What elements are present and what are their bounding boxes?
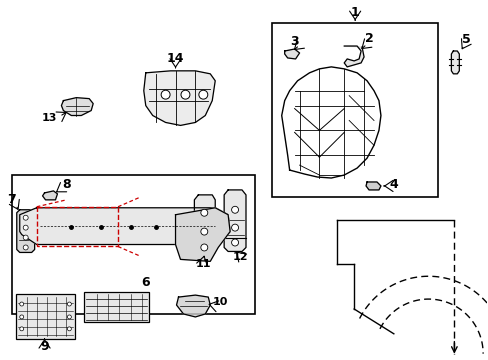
- Circle shape: [201, 244, 207, 251]
- Polygon shape: [224, 190, 245, 251]
- Circle shape: [20, 327, 24, 331]
- Text: 4: 4: [388, 179, 397, 192]
- Bar: [271, 23, 438, 197]
- Polygon shape: [366, 182, 380, 190]
- Circle shape: [201, 228, 207, 235]
- Polygon shape: [17, 210, 35, 252]
- Circle shape: [201, 209, 207, 216]
- Text: 9: 9: [40, 340, 49, 353]
- Circle shape: [161, 90, 170, 99]
- Circle shape: [231, 239, 238, 246]
- Circle shape: [231, 206, 238, 213]
- Polygon shape: [176, 295, 210, 317]
- Polygon shape: [143, 71, 215, 125]
- Circle shape: [199, 90, 207, 99]
- Circle shape: [20, 315, 24, 319]
- Bar: [16, 294, 75, 339]
- Bar: [37, 207, 118, 247]
- Text: 6: 6: [141, 276, 150, 289]
- Circle shape: [23, 235, 28, 240]
- Circle shape: [20, 302, 24, 306]
- Text: 13: 13: [42, 113, 57, 123]
- Bar: [84, 292, 148, 322]
- Text: 8: 8: [62, 179, 71, 192]
- Circle shape: [181, 90, 189, 99]
- Text: 14: 14: [166, 53, 184, 66]
- Text: 3: 3: [290, 35, 298, 48]
- Circle shape: [23, 225, 28, 230]
- Text: 10: 10: [212, 297, 227, 307]
- Circle shape: [231, 224, 238, 231]
- Polygon shape: [61, 98, 93, 116]
- Circle shape: [67, 302, 71, 306]
- Polygon shape: [175, 208, 230, 261]
- Bar: [12, 175, 254, 314]
- Polygon shape: [344, 46, 364, 67]
- Text: 5: 5: [461, 33, 469, 46]
- Text: 7: 7: [7, 193, 16, 206]
- Circle shape: [23, 215, 28, 220]
- Circle shape: [67, 315, 71, 319]
- Polygon shape: [450, 51, 458, 74]
- Polygon shape: [194, 195, 215, 255]
- Polygon shape: [42, 191, 57, 200]
- Text: 2: 2: [364, 32, 373, 45]
- Text: 11: 11: [195, 259, 211, 269]
- Circle shape: [23, 245, 28, 250]
- Text: 12: 12: [232, 252, 247, 262]
- Polygon shape: [284, 49, 299, 59]
- Text: 1: 1: [350, 6, 359, 19]
- Circle shape: [67, 327, 71, 331]
- Polygon shape: [20, 208, 230, 244]
